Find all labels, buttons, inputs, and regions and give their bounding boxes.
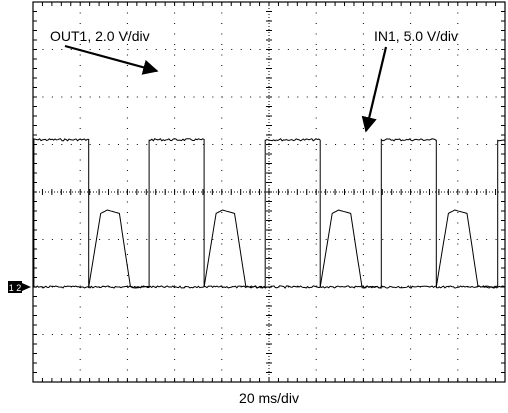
ground-marker: 1 2	[8, 281, 31, 293]
annotation-label-out1: OUT1, 2.0 V/div	[50, 28, 150, 44]
ground-marker-label: 1 2	[9, 283, 22, 293]
ground-marker-arrow	[22, 283, 31, 291]
annotations: OUT1, 2.0 V/div IN1, 5.0 V/div	[50, 28, 458, 133]
trace-out1	[32, 138, 506, 290]
x-axis-label: 20 ms/div	[239, 390, 299, 406]
traces	[32, 138, 506, 290]
ground-marker-box	[8, 281, 22, 293]
annotation-label-in1: IN1, 5.0 V/div	[374, 28, 458, 44]
annotation-arrow-out1	[64, 44, 159, 75]
annotation-arrow-in1	[361, 46, 388, 133]
trace-in1	[32, 209, 506, 289]
